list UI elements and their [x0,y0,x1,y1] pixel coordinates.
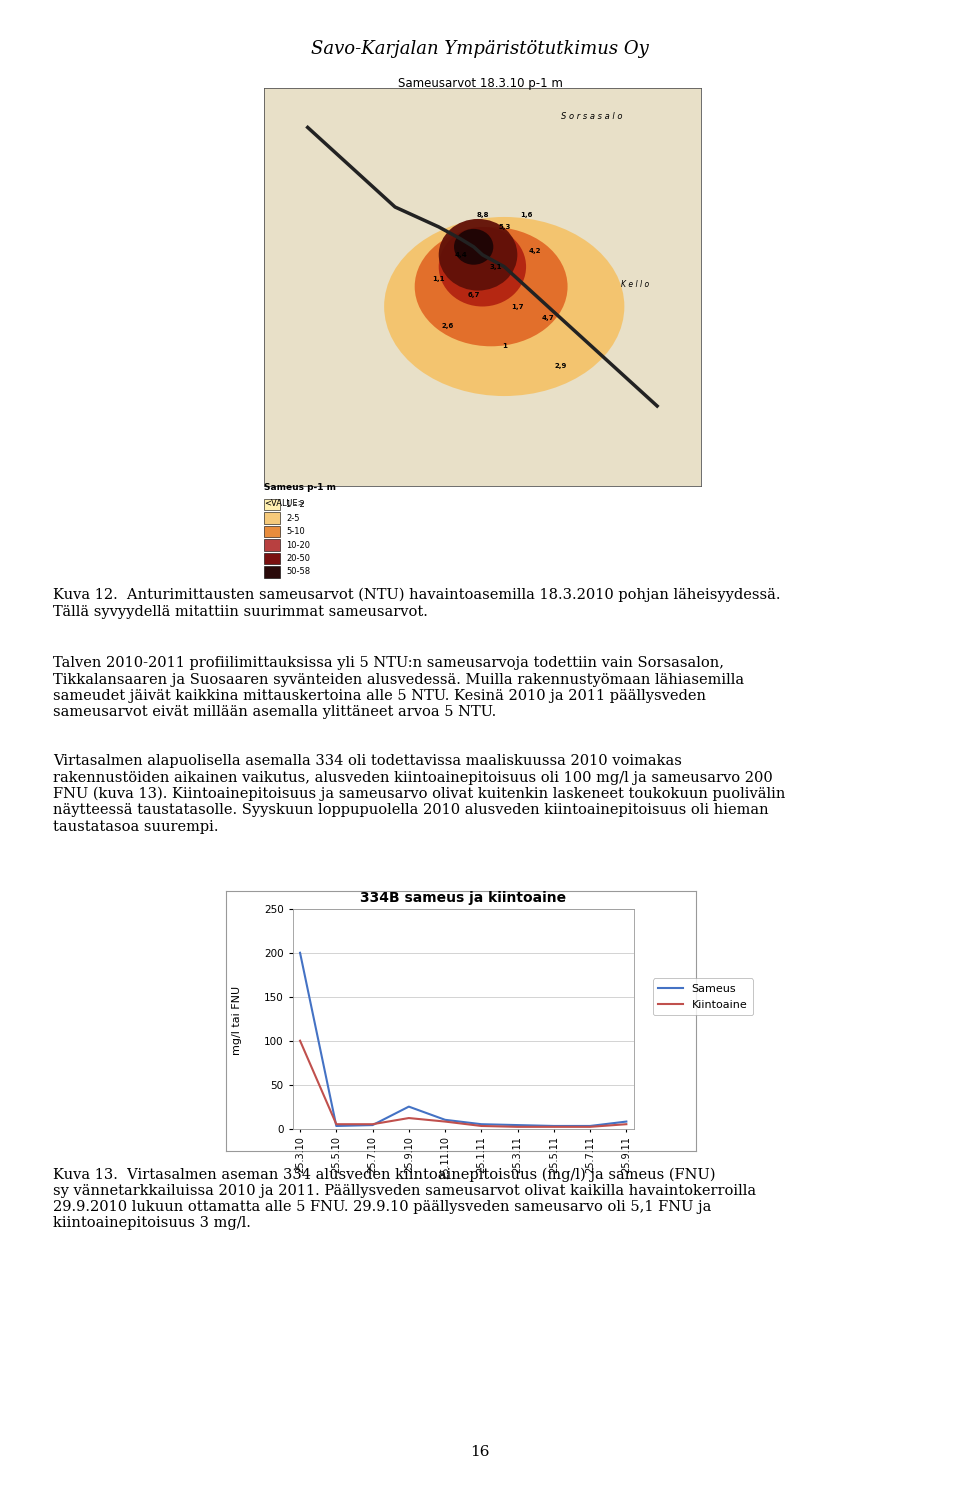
Text: <VALUE>: <VALUE> [264,499,304,508]
Ellipse shape [384,217,624,396]
Text: Sameusarvot 18.3.10 p-1 m: Sameusarvot 18.3.10 p-1 m [397,77,563,91]
Ellipse shape [415,227,567,346]
Bar [264,512,280,524]
Text: Virtasalmen alapuolisella asemalla 334 oli todettavissa maaliskuussa 2010 voimak: Virtasalmen alapuolisella asemalla 334 o… [53,754,785,833]
Text: 1,1: 1,1 [432,276,445,282]
Text: 10-20: 10-20 [286,541,310,549]
Text: Savo-Karjalan Ympäristötutkimus Oy: Savo-Karjalan Ympäristötutkimus Oy [311,40,649,58]
Text: 1,7: 1,7 [511,303,523,309]
Bar [264,552,280,564]
Text: 1: 1 [502,343,507,349]
Text: 2,9: 2,9 [555,364,567,370]
Ellipse shape [439,227,526,306]
Text: 5,3: 5,3 [498,224,511,230]
Text: 4,2: 4,2 [529,248,541,254]
Circle shape [439,218,517,291]
Bar [264,539,280,551]
Text: K e l l o: K e l l o [621,279,649,288]
Polygon shape [264,88,701,486]
Text: 1 - 2: 1 - 2 [286,500,305,509]
Text: 4,4: 4,4 [454,252,467,258]
Text: 20-50: 20-50 [286,554,310,563]
Text: 6,7: 6,7 [468,291,480,297]
Circle shape [454,229,493,264]
Bar [264,566,280,578]
Legend: Sameus, Kiintoaine: Sameus, Kiintoaine [653,979,753,1016]
Text: S o r s a s a l o: S o r s a s a l o [561,113,622,122]
Text: 2,6: 2,6 [442,324,453,330]
Text: Kuva 13.  Virtasalmen aseman 334 alusveden kiintoainepitoisuus (mg/l) ja sameus : Kuva 13. Virtasalmen aseman 334 alusvede… [53,1167,756,1230]
Text: 4,7: 4,7 [541,315,554,321]
Text: 50-58: 50-58 [286,567,310,576]
Text: 1,6: 1,6 [520,212,532,218]
Text: 8,8: 8,8 [476,212,489,218]
Text: 16: 16 [470,1445,490,1460]
Text: Talven 2010-2011 profiilimittauksissa yli 5 NTU:n sameusarvoja todettiin vain So: Talven 2010-2011 profiilimittauksissa yl… [53,656,744,719]
Text: 5-10: 5-10 [286,527,305,536]
Text: Kuva 12.  Anturimittausten sameusarvot (NTU) havaintoasemilla 18.3.2010 pohjan l: Kuva 12. Anturimittausten sameusarvot (N… [53,588,780,619]
Bar [264,499,280,511]
Bar [264,526,280,538]
Title: 334B sameus ja kiintoaine: 334B sameus ja kiintoaine [360,891,566,904]
Text: 3,1: 3,1 [490,264,502,270]
Text: 2-5: 2-5 [286,514,300,523]
Text: mg/l tai FNU: mg/l tai FNU [232,986,242,1054]
Text: Sameus p-1 m: Sameus p-1 m [264,483,336,492]
